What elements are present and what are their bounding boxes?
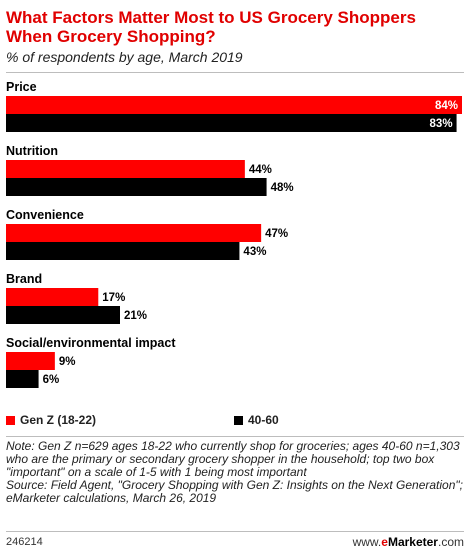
legend-40-60-label: 40-60 [248,413,279,427]
source-text: Source: Field Agent, "Grocery Shopping w… [6,478,463,505]
value-label-nutrition-40-60: 48% [271,182,294,194]
value-label-price-40-60: 83% [430,118,453,130]
footnote: Note: Gen Z n=629 ages 18-22 who current… [6,440,464,505]
category-label-nutrition: Nutrition [6,144,58,158]
legend-genz-swatch [6,415,15,425]
note-text: Note: Gen Z n=629 ages 18-22 who current… [6,439,460,479]
bar-brand-gen-z-18-22 [6,288,99,306]
value-label-brand-40-60: 21% [124,310,147,322]
bar-social-environmental-impact-gen-z-18-22 [6,352,55,370]
brand-suffix: .com [437,535,464,549]
brand-prefix: www. [352,535,382,549]
emarketer-logo: www.eMarketer.com [353,535,464,549]
bar-price-gen-z-18-22 [6,96,462,114]
value-label-convenience-gen-z-18-22: 47% [265,228,288,240]
bar-convenience-gen-z-18-22 [6,224,262,242]
chart-title: What Factors Matter Most to US Grocery S… [6,8,416,46]
footer-divider [6,531,464,532]
brand-name: Marketer [387,535,438,549]
bar-nutrition-gen-z-18-22 [6,160,245,178]
note-divider [6,436,464,437]
category-label-convenience: Convenience [6,208,84,222]
bar-chart: Price 84% 83% Nutrition 44% 48% Convenience 47%… [6,80,462,388]
legend-40-60: 40-60 [234,413,279,427]
category-label-brand: Brand [6,272,42,286]
category-label-price: Price [6,80,37,94]
value-label-social-environmental-impact-gen-z-18-22: 9% [59,356,76,368]
bar-brand-40-60 [6,306,120,324]
value-label-nutrition-gen-z-18-22: 44% [249,164,272,176]
bar-convenience-40-60 [6,242,240,260]
value-label-convenience-40-60: 43% [243,246,266,258]
top-divider [6,72,464,73]
bar-social-environmental-impact-40-60 [6,370,39,388]
value-label-social-environmental-impact-40-60: 6% [43,374,60,386]
value-label-price-gen-z-18-22: 84% [435,100,458,112]
brand-e: e [381,535,388,549]
bar-price-40-60 [6,114,457,132]
legend-genz-label: Gen Z (18-22) [20,413,97,427]
legend-genz: Gen Z (18-22) [6,413,96,427]
bar-nutrition-40-60 [6,178,267,196]
legend-40-60-swatch [234,415,243,425]
chart-subtitle: % of respondents by age, March 2019 [6,49,243,65]
chart-id: 246214 [6,536,43,548]
category-label-social-environmental-impact: Social/environmental impact [6,336,176,350]
value-label-brand-gen-z-18-22: 17% [102,292,125,304]
